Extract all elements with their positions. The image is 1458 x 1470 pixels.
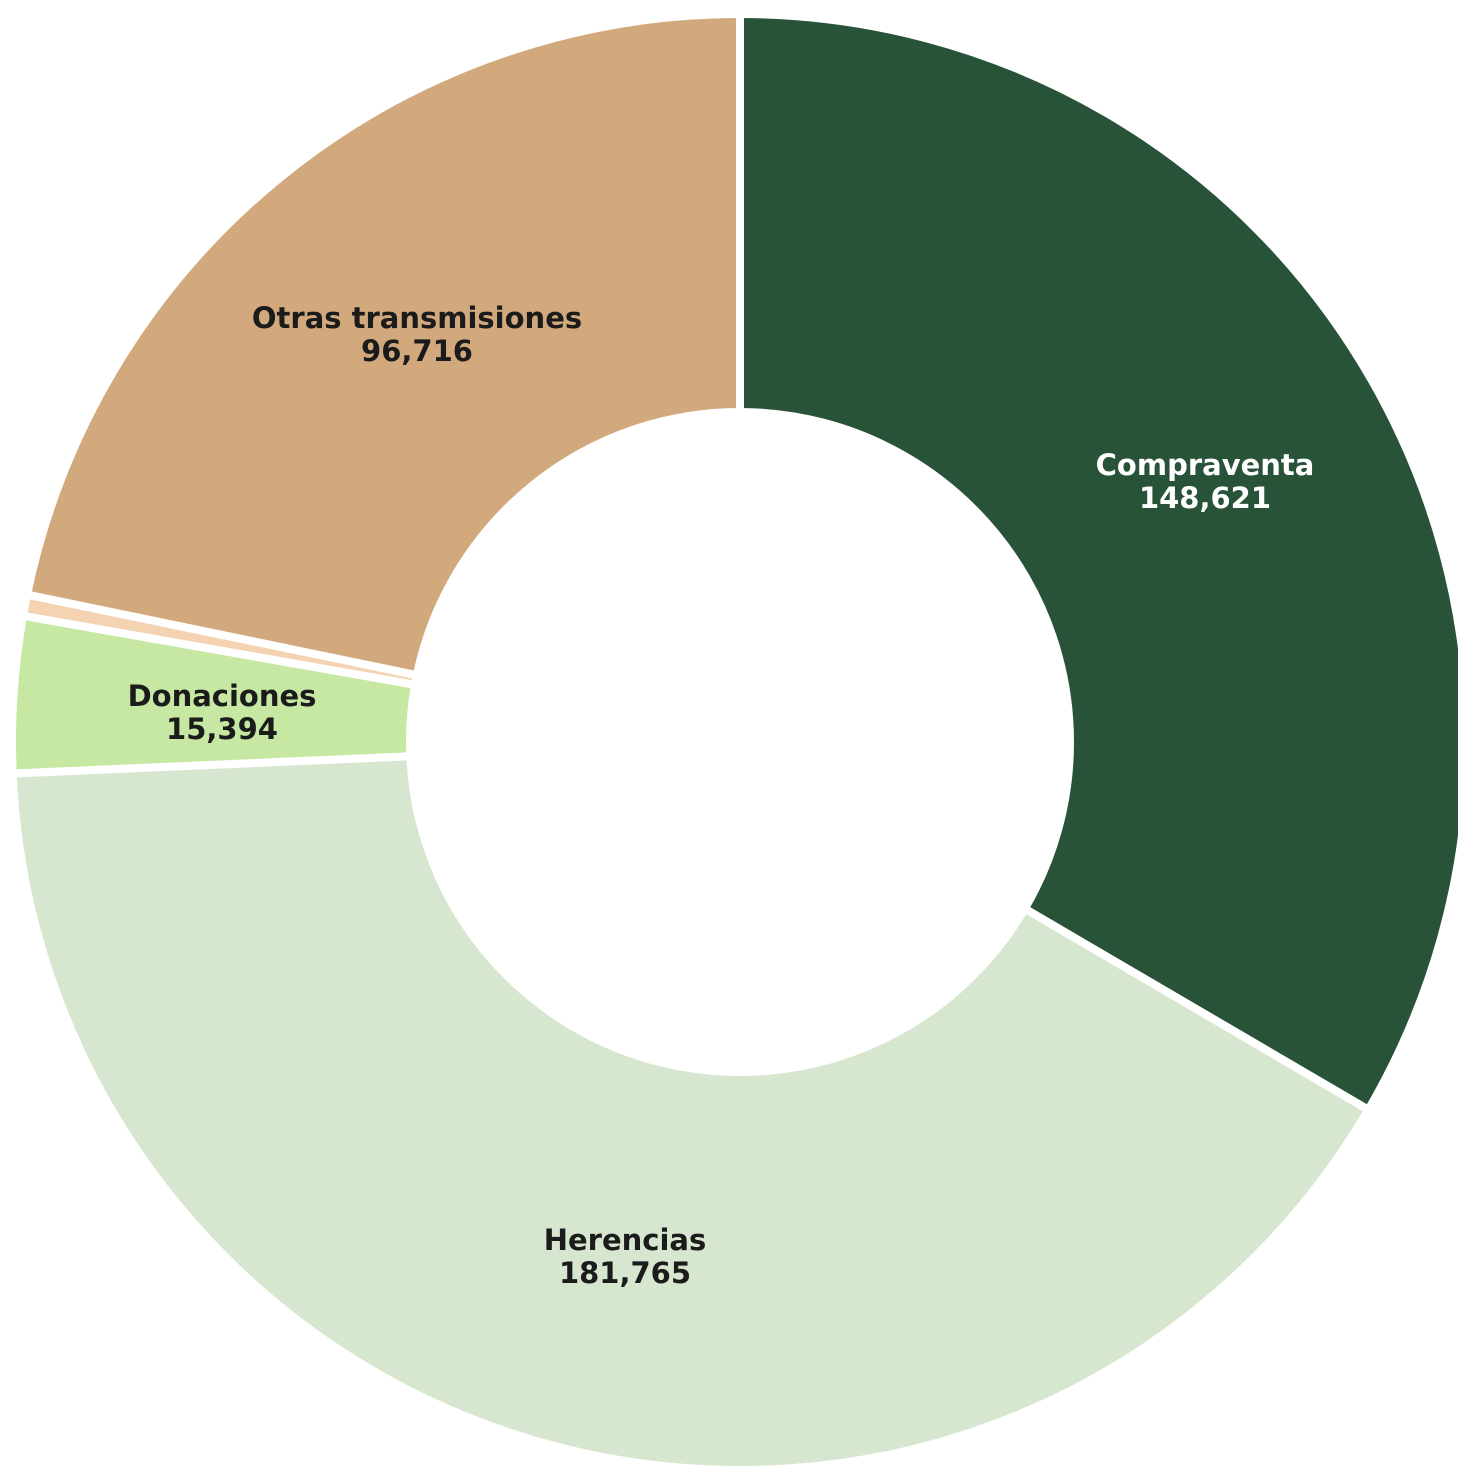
slice-compraventa — [736, 10, 1458, 1114]
slice-value-label: 181,765 — [559, 1256, 691, 1290]
slice-value-label: 96,716 — [361, 334, 473, 368]
slice-otras-transmisiones — [23, 10, 744, 680]
slice-value-label: 148,621 — [1139, 481, 1271, 515]
slices-layer — [8, 10, 1458, 1470]
slice-herencias — [8, 752, 1373, 1470]
slice-value-label: 15,394 — [166, 712, 278, 746]
slice-category-label: Otras transmisiones — [252, 301, 582, 335]
slice-category-label: Compraventa — [1096, 448, 1315, 482]
slice-category-label: Donaciones — [128, 679, 317, 713]
slice-category-label: Herencias — [544, 1223, 707, 1257]
